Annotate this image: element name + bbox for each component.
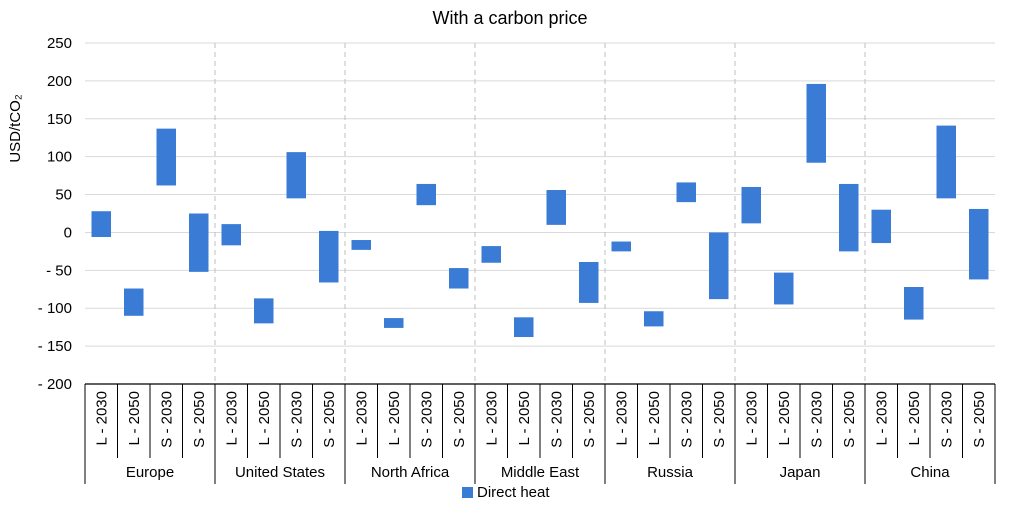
x-group-label: United States — [235, 464, 325, 481]
y-tick-label: 250 — [47, 35, 72, 52]
bar — [156, 128, 176, 186]
x-group-label: Middle East — [501, 464, 580, 481]
x-tick-label: S - 2050 — [451, 391, 468, 448]
x-group-label: North Africa — [371, 464, 450, 481]
x-group-label: Japan — [780, 464, 821, 481]
bar — [676, 182, 696, 203]
y-tick-label: 150 — [47, 111, 72, 128]
bar — [936, 125, 956, 199]
bar — [286, 152, 306, 199]
bar — [806, 83, 826, 163]
bar — [319, 230, 339, 283]
bars — [91, 83, 989, 338]
bar — [741, 186, 761, 224]
x-group-label: Russia — [647, 464, 694, 481]
x-tick-label: S - 2050 — [321, 391, 338, 448]
x-tick-label: L - 2050 — [126, 391, 143, 446]
bar — [481, 246, 501, 263]
x-tick-label: L - 2030 — [353, 391, 370, 446]
bar — [839, 183, 859, 252]
bar — [91, 211, 111, 237]
x-tick-label: S - 2030 — [808, 391, 825, 448]
bar — [254, 298, 274, 324]
bar — [124, 288, 144, 316]
bar — [774, 272, 794, 305]
group-separators — [214, 43, 866, 384]
y-tick-label: 50 — [55, 187, 72, 204]
x-axis: L - 2030 L - 2050 S - 2030 S - 2050 L - 2030… — [84, 383, 996, 484]
x-tick-label: S - 2050 — [971, 391, 988, 448]
y-tick-label: - 150 — [38, 338, 72, 355]
y-tick-label: - 50 — [46, 262, 72, 279]
x-group-label: China — [910, 464, 950, 481]
y-axis-label: USD/tCO₂ — [7, 94, 24, 163]
bar — [579, 261, 599, 303]
y-tick-label: 200 — [47, 73, 72, 90]
bar — [449, 268, 469, 289]
x-tick-label: L - 2030 — [873, 391, 890, 446]
x-tick-label: S - 2030 — [938, 391, 955, 448]
bar — [969, 208, 989, 280]
x-tick-label: S - 2050 — [841, 391, 858, 448]
bar — [351, 240, 371, 250]
x-tick-label: L - 2030 — [613, 391, 630, 446]
bar — [709, 232, 729, 300]
y-tick-label: 100 — [47, 149, 72, 166]
y-tick-label: - 200 — [38, 376, 72, 393]
x-tick-label: L - 2050 — [516, 391, 533, 446]
bar — [221, 224, 241, 246]
x-tick-label: L - 2030 — [93, 391, 110, 446]
bar — [384, 318, 404, 328]
x-tick-label: S - 2030 — [548, 391, 565, 448]
x-tick-label: L - 2050 — [256, 391, 273, 446]
y-tick-label: - 100 — [38, 300, 72, 317]
x-tick-label: S - 2030 — [158, 391, 175, 448]
bar — [644, 311, 664, 327]
x-tick-label: L - 2030 — [483, 391, 500, 446]
legend-label: Direct heat — [477, 484, 550, 501]
legend: Direct heat — [462, 484, 550, 501]
bar — [416, 183, 436, 206]
x-group-label: Europe — [126, 464, 174, 481]
y-tick-label: 0 — [64, 224, 72, 241]
x-tick-label: L - 2050 — [906, 391, 923, 446]
chart-title: With a carbon price — [432, 8, 587, 28]
x-tick-label: S - 2030 — [418, 391, 435, 448]
x-tick-label: L - 2050 — [776, 391, 793, 446]
x-tick-label: L - 2050 — [646, 391, 663, 446]
legend-swatch — [462, 487, 473, 498]
x-tick-label: S - 2030 — [678, 391, 695, 448]
bar — [904, 287, 924, 320]
x-tick-label: L - 2030 — [223, 391, 240, 446]
x-tick-label: L - 2050 — [386, 391, 403, 446]
bar — [514, 317, 534, 338]
bar — [871, 209, 891, 244]
bar — [189, 213, 209, 272]
x-tick-label: L - 2030 — [743, 391, 760, 446]
x-tick-label: S - 2050 — [711, 391, 728, 448]
x-tick-label: S - 2050 — [581, 391, 598, 448]
bar — [611, 241, 631, 252]
x-tick-label: S - 2050 — [191, 391, 208, 448]
x-tick-label: S - 2030 — [288, 391, 305, 448]
bar — [546, 190, 566, 225]
y-axis-ticks: - 200 - 150 - 100 - 50 0 50 100 150 200 250 — [38, 35, 72, 393]
